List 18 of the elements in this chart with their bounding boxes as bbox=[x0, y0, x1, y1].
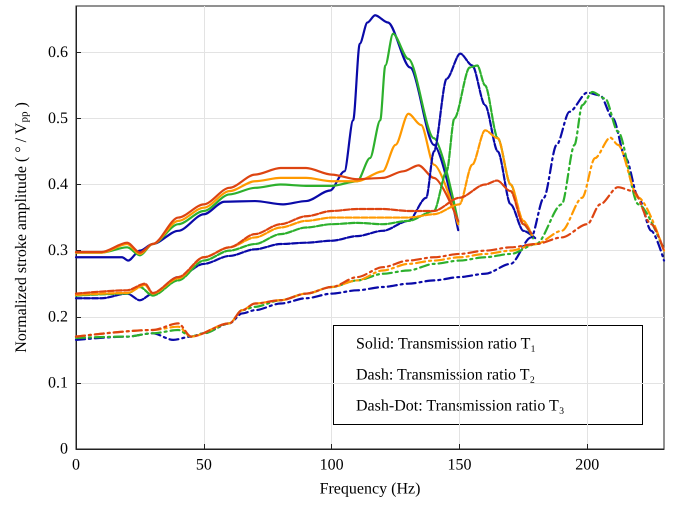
x-tick-label: 200 bbox=[575, 456, 600, 474]
y-tick-label: 0.2 bbox=[48, 308, 68, 326]
x-axis-title: Frequency (Hz) bbox=[320, 480, 420, 498]
annotation: Dash: Transmission ratio T₂ bbox=[356, 366, 536, 384]
y-tick-label: 0.5 bbox=[48, 110, 68, 127]
x-tick-label: 50 bbox=[196, 456, 212, 474]
y-axis-title: Normalized stroke amplitude ( ° / Vpp ) bbox=[13, 102, 30, 353]
x-tick-label: 0 bbox=[72, 456, 80, 474]
y-tick-label: 0.1 bbox=[48, 374, 68, 392]
y-tick-label: 0.4 bbox=[48, 176, 68, 194]
y-tick-label: 0 bbox=[60, 440, 68, 458]
y-tick-label: 0.6 bbox=[48, 44, 68, 61]
line-series bbox=[74, 186, 666, 338]
x-tick-label: 100 bbox=[320, 456, 344, 474]
y-tick-label: 0.3 bbox=[48, 242, 68, 260]
x-tick-label: 150 bbox=[447, 456, 472, 474]
annotation: Dash-Dot: Transmission ratio T₃ bbox=[356, 398, 564, 414]
annotation: Solid: Transmission ratio T₁ bbox=[356, 336, 536, 352]
